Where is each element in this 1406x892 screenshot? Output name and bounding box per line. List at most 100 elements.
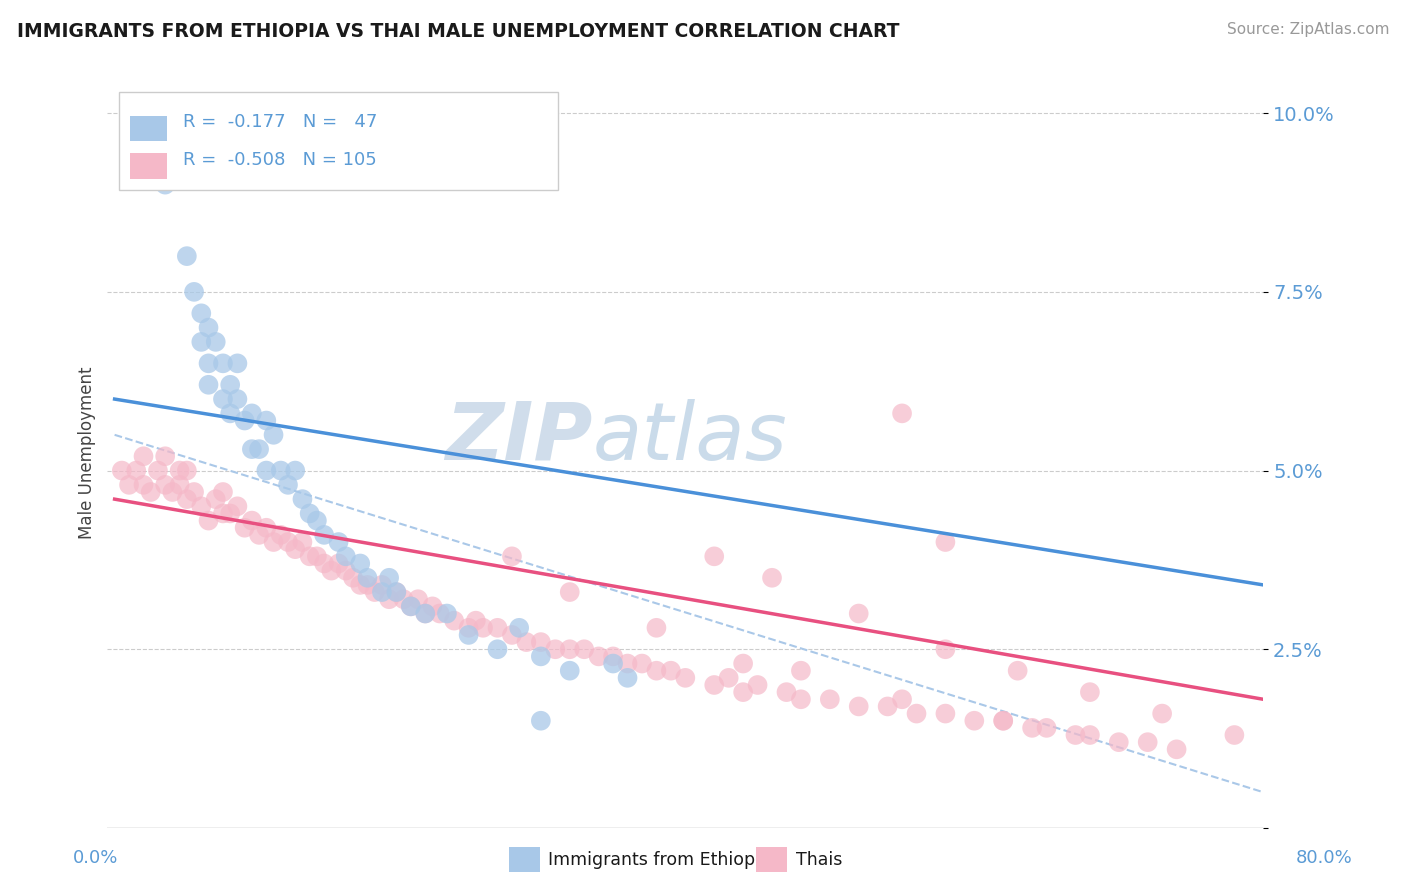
Point — [1021, 721, 1043, 735]
Text: Source: ZipAtlas.com: Source: ZipAtlas.com — [1226, 22, 1389, 37]
Point — [1166, 742, 1188, 756]
Point — [891, 406, 914, 420]
Text: R =  -0.508   N = 105: R = -0.508 N = 105 — [183, 151, 377, 169]
Point — [486, 642, 509, 657]
Point — [848, 699, 870, 714]
Point — [790, 692, 813, 706]
Point — [429, 607, 451, 621]
Point — [993, 714, 1015, 728]
Point — [190, 500, 212, 514]
Point — [572, 642, 595, 657]
Point — [263, 427, 285, 442]
Point — [464, 614, 486, 628]
Text: R =  -0.177   N =   47: R = -0.177 N = 47 — [183, 113, 377, 131]
Point — [212, 392, 235, 406]
Point — [254, 413, 277, 427]
Point — [1108, 735, 1130, 749]
Point — [501, 549, 523, 564]
Point — [254, 464, 277, 478]
Point — [963, 714, 986, 728]
Point — [558, 585, 581, 599]
Point — [212, 507, 235, 521]
Point — [558, 664, 581, 678]
Point — [298, 549, 321, 564]
Point — [378, 592, 401, 607]
Point — [169, 478, 191, 492]
Point — [530, 635, 553, 649]
Point — [212, 485, 235, 500]
Point — [645, 664, 668, 678]
Point — [342, 571, 364, 585]
Point — [934, 642, 956, 657]
Text: Immigrants from Ethiopia: Immigrants from Ethiopia — [548, 851, 770, 869]
Point — [602, 649, 624, 664]
Point — [335, 564, 357, 578]
Point — [761, 571, 783, 585]
Point — [263, 535, 285, 549]
Point — [233, 521, 256, 535]
Point — [321, 564, 343, 578]
Point — [219, 377, 242, 392]
Point — [240, 406, 263, 420]
Point — [328, 535, 350, 549]
Point — [818, 692, 841, 706]
Point — [436, 607, 458, 621]
Point — [291, 492, 314, 507]
Point — [226, 356, 249, 370]
Point — [284, 542, 307, 557]
Point — [356, 571, 378, 585]
Point — [530, 649, 553, 664]
Point — [905, 706, 928, 721]
Point — [733, 657, 755, 671]
Point — [876, 699, 898, 714]
Point — [363, 585, 385, 599]
Point — [247, 528, 270, 542]
Point — [790, 664, 813, 678]
Point — [176, 492, 198, 507]
Point — [277, 478, 299, 492]
Point — [659, 664, 682, 678]
Point — [305, 514, 328, 528]
Point — [197, 377, 219, 392]
Point — [993, 714, 1015, 728]
Point — [118, 478, 141, 492]
Point — [1223, 728, 1246, 742]
Point — [291, 535, 314, 549]
Point — [298, 507, 321, 521]
Point — [190, 306, 212, 320]
Point — [443, 614, 465, 628]
Point — [169, 464, 191, 478]
Point — [616, 657, 638, 671]
Point — [277, 535, 299, 549]
Point — [197, 356, 219, 370]
Point — [848, 607, 870, 621]
Point — [197, 514, 219, 528]
Point — [247, 442, 270, 456]
Point — [645, 621, 668, 635]
Point — [530, 714, 553, 728]
Point — [717, 671, 740, 685]
Point — [631, 657, 654, 671]
Point — [385, 585, 408, 599]
Point — [775, 685, 797, 699]
FancyBboxPatch shape — [131, 116, 167, 141]
Point — [183, 285, 205, 299]
Point — [270, 528, 292, 542]
Point — [371, 578, 394, 592]
Point — [406, 592, 429, 607]
Point — [183, 485, 205, 500]
Point — [328, 557, 350, 571]
Point — [747, 678, 769, 692]
Point — [602, 657, 624, 671]
Point — [226, 392, 249, 406]
Point — [204, 334, 226, 349]
Point — [146, 464, 169, 478]
Point — [378, 571, 401, 585]
Point — [176, 249, 198, 263]
Text: IMMIGRANTS FROM ETHIOPIA VS THAI MALE UNEMPLOYMENT CORRELATION CHART: IMMIGRANTS FROM ETHIOPIA VS THAI MALE UN… — [17, 22, 900, 41]
Point — [125, 464, 148, 478]
Point — [515, 635, 537, 649]
Point — [270, 464, 292, 478]
Point — [132, 478, 155, 492]
Point — [284, 464, 307, 478]
